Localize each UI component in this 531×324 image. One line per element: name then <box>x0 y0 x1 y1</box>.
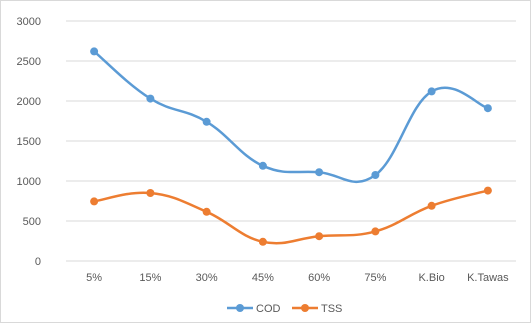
legend-swatch-marker <box>301 304 309 312</box>
series-lines <box>90 47 492 246</box>
data-point-tss-5 <box>371 227 380 236</box>
data-point-cod-7 <box>483 104 492 113</box>
y-tick-label: 3000 <box>17 16 41 28</box>
data-point-cod-0 <box>90 47 99 56</box>
data-point-cod-1 <box>146 94 155 103</box>
series-tss <box>90 186 492 246</box>
gridlines <box>66 20 516 262</box>
data-point-cod-2 <box>202 117 211 126</box>
y-tick-label: 500 <box>23 216 41 228</box>
data-point-cod-6 <box>427 87 436 96</box>
x-tick-label: 15% <box>139 272 161 284</box>
data-point-tss-0 <box>90 197 99 206</box>
data-point-tss-3 <box>258 237 267 246</box>
data-point-tss-6 <box>427 201 436 210</box>
x-tick-label: K.Bio <box>418 272 444 284</box>
x-tick-label: 75% <box>364 272 386 284</box>
legend-label: COD <box>256 303 281 315</box>
y-tick-label: 1500 <box>17 136 41 148</box>
data-point-tss-1 <box>146 189 155 197</box>
x-tick-label: K.Tawas <box>467 272 509 284</box>
y-tick-label: 1000 <box>17 176 41 188</box>
legend-item-tss: TSS <box>292 303 342 315</box>
series-line-tss <box>92 189 490 245</box>
y-tick-label: 2500 <box>17 56 41 68</box>
x-tick-label: 60% <box>308 272 330 284</box>
data-point-tss-2 <box>202 207 211 216</box>
data-point-cod-5 <box>371 171 380 179</box>
y-axis-tick-labels: 0 500 1000 1500 2000 2500 3000 <box>17 16 41 268</box>
y-tick-label: 0 <box>35 256 41 268</box>
legend-swatch-marker <box>236 304 244 312</box>
series-line-cod <box>92 50 490 184</box>
data-point-tss-4 <box>315 232 324 241</box>
legend-item-cod: COD <box>227 303 281 315</box>
legend-label: TSS <box>321 303 342 315</box>
series-cod <box>90 47 492 184</box>
data-point-tss-7 <box>483 186 492 195</box>
legend: COD TSS <box>227 303 342 315</box>
x-axis-tick-labels: 5% 15% 30% 45% 60% 75% K.Bio K.Tawas <box>86 272 509 284</box>
data-point-cod-3 <box>258 161 267 170</box>
x-tick-label: 30% <box>196 272 218 284</box>
x-tick-label: 45% <box>252 272 274 284</box>
y-tick-label: 2000 <box>17 96 41 108</box>
x-tick-label: 5% <box>86 272 102 284</box>
data-point-cod-4 <box>315 168 324 177</box>
